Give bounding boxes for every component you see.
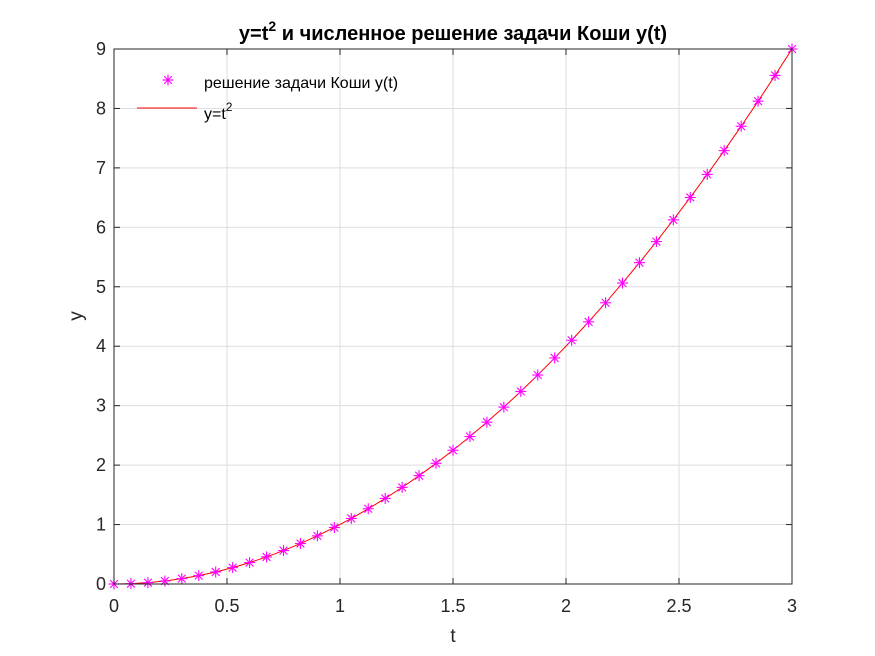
data-point bbox=[345, 512, 357, 524]
data-point bbox=[735, 120, 747, 132]
y-tick-label: 0 bbox=[96, 574, 106, 594]
data-point bbox=[430, 457, 442, 469]
data-point bbox=[244, 557, 256, 569]
chart-title-prefix: y=t bbox=[239, 23, 269, 45]
data-point bbox=[278, 545, 289, 557]
data-point bbox=[650, 236, 662, 248]
data-point bbox=[481, 416, 493, 428]
data-point bbox=[227, 562, 239, 574]
data-point bbox=[566, 334, 578, 346]
data-point bbox=[701, 168, 713, 180]
y-tick-label: 1 bbox=[96, 515, 106, 535]
data-point bbox=[159, 575, 171, 587]
data-point bbox=[328, 521, 340, 533]
data-point bbox=[532, 369, 544, 381]
data-point bbox=[769, 69, 781, 81]
legend-label-t-squared: y=t2 bbox=[204, 100, 233, 123]
data-point bbox=[600, 297, 612, 309]
y-tick-label: 8 bbox=[96, 98, 106, 118]
y-tick-label: 2 bbox=[96, 455, 106, 475]
data-point bbox=[261, 551, 273, 563]
data-point bbox=[752, 95, 764, 107]
data-point bbox=[617, 277, 628, 289]
x-tick-label: 1 bbox=[335, 596, 345, 616]
data-point bbox=[311, 530, 323, 542]
x-tick-label: 1.5 bbox=[440, 596, 465, 616]
data-point bbox=[362, 503, 374, 515]
x-tick-label: 2 bbox=[561, 596, 571, 616]
x-tick-label: 2.5 bbox=[666, 596, 691, 616]
x-tick-label: 0 bbox=[109, 596, 119, 616]
y-tick-label: 9 bbox=[96, 39, 106, 59]
chart-title-main: и численное решение задачи Коши y(t) bbox=[282, 23, 667, 45]
data-point bbox=[684, 191, 696, 203]
data-point bbox=[210, 566, 222, 578]
x-tick-label: 0.5 bbox=[214, 596, 239, 616]
legend: решение задачи Коши y(t) y=t2 bbox=[137, 74, 398, 123]
y-tick-label: 7 bbox=[96, 158, 106, 178]
data-point bbox=[396, 481, 408, 493]
data-point bbox=[667, 214, 679, 226]
legend-asterisk-marker bbox=[162, 74, 174, 86]
data-point bbox=[549, 352, 561, 364]
chart-title-superscript: 2 bbox=[268, 18, 276, 34]
data-point bbox=[142, 577, 154, 589]
y-tick-label: 6 bbox=[96, 217, 106, 237]
x-axis-label: t bbox=[450, 626, 456, 647]
legend-label-cauchy-solution: решение задачи Коши y(t) bbox=[204, 75, 398, 92]
legend-asterisk-icon bbox=[162, 74, 174, 86]
y-tick-label: 5 bbox=[96, 277, 106, 297]
data-point bbox=[193, 570, 205, 582]
data-point bbox=[718, 145, 730, 157]
data-point bbox=[498, 401, 510, 413]
data-point bbox=[447, 444, 459, 456]
y-tick-label: 3 bbox=[96, 396, 106, 416]
data-point bbox=[515, 385, 527, 397]
chart-title: y=t2 и численное решение задачи Коши y(t… bbox=[239, 18, 667, 45]
data-point bbox=[464, 431, 476, 443]
data-point bbox=[294, 538, 306, 550]
y-axis-label: y bbox=[66, 311, 87, 321]
data-point bbox=[583, 316, 595, 328]
data-point bbox=[413, 470, 425, 482]
data-point bbox=[379, 492, 391, 504]
y-tick-label: 4 bbox=[96, 336, 106, 356]
x-tick-label: 3 bbox=[787, 596, 797, 616]
data-point bbox=[633, 257, 645, 269]
data-point bbox=[176, 573, 188, 585]
axis-ticks: 0 0.5 1 1.5 2 2.5 3 0 1 2 3 4 5 6 7 8 9 bbox=[96, 39, 797, 616]
